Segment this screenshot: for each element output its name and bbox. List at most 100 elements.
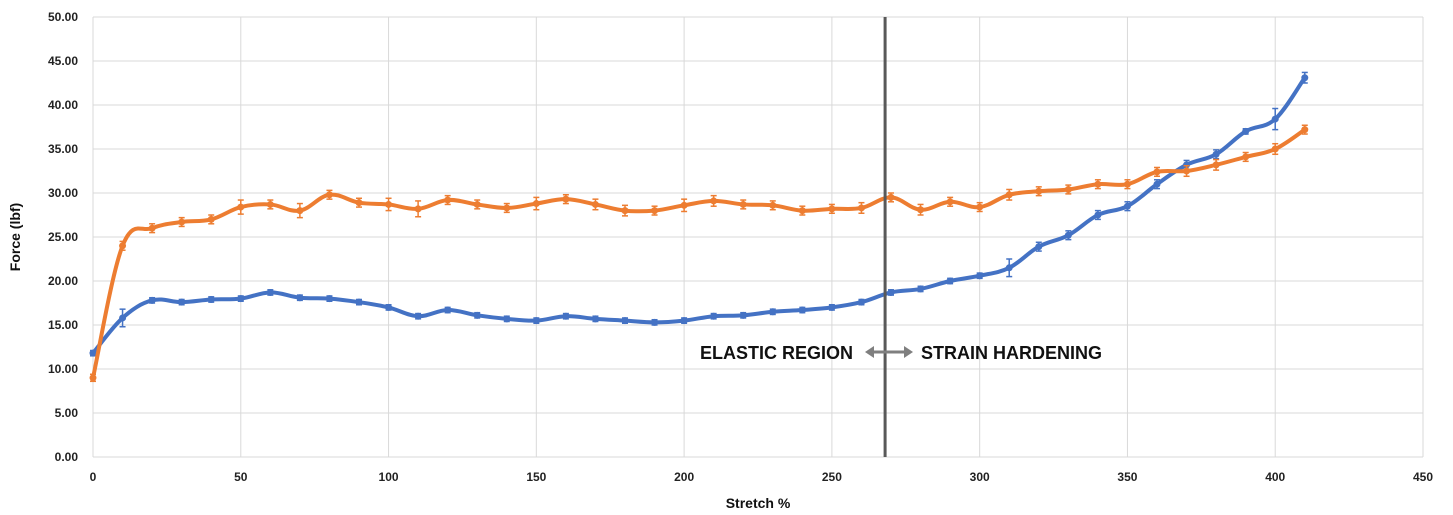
data-point (1123, 202, 1131, 210)
data-point (1153, 180, 1161, 188)
data-point (207, 295, 215, 303)
x-tick-label: 250 (822, 470, 842, 484)
y-tick-label: 35.00 (48, 142, 78, 156)
data-point (680, 201, 688, 209)
data-point (1005, 264, 1013, 272)
x-tick-label: 400 (1265, 470, 1285, 484)
data-point (266, 288, 274, 296)
x-tick-label: 50 (234, 470, 248, 484)
data-point (680, 317, 688, 325)
data-point (385, 200, 393, 208)
y-tick-label: 25.00 (48, 230, 78, 244)
series-line (91, 127, 1307, 380)
data-point (591, 200, 599, 208)
data-point (473, 311, 481, 319)
data-point (976, 272, 984, 280)
data-point (503, 315, 511, 323)
x-tick-label: 0 (90, 470, 97, 484)
data-point (266, 200, 274, 208)
y-tick-label: 20.00 (48, 274, 78, 288)
data-point (798, 306, 806, 314)
data-point (119, 314, 127, 322)
data-point (710, 312, 718, 320)
data-point (1301, 126, 1309, 134)
data-point (532, 200, 540, 208)
data-point (917, 285, 925, 293)
y-axis-title: Force (lbf) (7, 203, 23, 271)
data-point (1005, 191, 1013, 199)
data-point (917, 206, 925, 214)
y-tick-label: 30.00 (48, 186, 78, 200)
data-point (1123, 180, 1131, 188)
data-point (503, 204, 511, 212)
data-point (651, 318, 659, 326)
data-point (296, 294, 304, 302)
y-tick-label: 10.00 (48, 362, 78, 376)
x-axis-title: Stretch % (726, 495, 791, 511)
data-point (1183, 161, 1191, 169)
tick-labels: 0.00 5.00 10.00 15.00 20.00 25.00 30.00 35.00 40… (48, 10, 1433, 484)
data-point (857, 204, 865, 212)
data-point (237, 203, 245, 211)
data-point (89, 349, 97, 357)
data-point (1271, 115, 1279, 123)
data-point (828, 205, 836, 213)
data-point (739, 311, 747, 319)
series-layer (89, 71, 1309, 383)
elastic-region-label: ELASTIC REGION (700, 343, 853, 363)
data-point (385, 303, 393, 311)
y-tick-label: 5.00 (55, 406, 79, 420)
data-point (1301, 74, 1309, 82)
strain-hardening-label: STRAIN HARDENING (921, 343, 1102, 363)
x-tick-label: 150 (526, 470, 546, 484)
data-point (591, 315, 599, 323)
data-point (355, 199, 363, 207)
data-point (1271, 145, 1279, 153)
data-point (1212, 150, 1220, 158)
data-point (296, 207, 304, 215)
data-point (355, 298, 363, 306)
data-point (237, 295, 245, 303)
series-2 (89, 124, 1309, 383)
data-point (444, 306, 452, 314)
series-1 (89, 71, 1309, 357)
data-point (532, 317, 540, 325)
data-point (178, 298, 186, 306)
data-point (562, 312, 570, 320)
data-point (769, 201, 777, 209)
data-point (887, 193, 895, 201)
data-point (1094, 180, 1102, 188)
data-point (798, 207, 806, 215)
data-point (1242, 153, 1250, 161)
data-point (1064, 185, 1072, 193)
data-point (414, 205, 422, 213)
data-point (1035, 187, 1043, 195)
x-tick-label: 300 (970, 470, 990, 484)
grid (92, 16, 1424, 458)
data-point (148, 296, 156, 304)
data-point (178, 218, 186, 226)
data-point (857, 298, 865, 306)
x-tick-label: 200 (674, 470, 694, 484)
data-point (1064, 231, 1072, 239)
y-tick-label: 45.00 (48, 54, 78, 68)
data-point (207, 215, 215, 223)
data-point (651, 207, 659, 215)
data-point (1212, 161, 1220, 169)
x-tick-label: 100 (379, 470, 399, 484)
data-point (119, 242, 127, 250)
data-point (887, 288, 895, 296)
data-point (325, 191, 333, 199)
data-point (473, 200, 481, 208)
data-point (621, 317, 629, 325)
y-tick-label: 40.00 (48, 98, 78, 112)
data-point (946, 198, 954, 206)
data-point (828, 303, 836, 311)
data-point (1035, 243, 1043, 251)
data-point (976, 203, 984, 211)
double-arrow-icon (865, 346, 913, 358)
y-tick-label: 50.00 (48, 10, 78, 24)
data-point (710, 197, 718, 205)
data-point (325, 295, 333, 303)
